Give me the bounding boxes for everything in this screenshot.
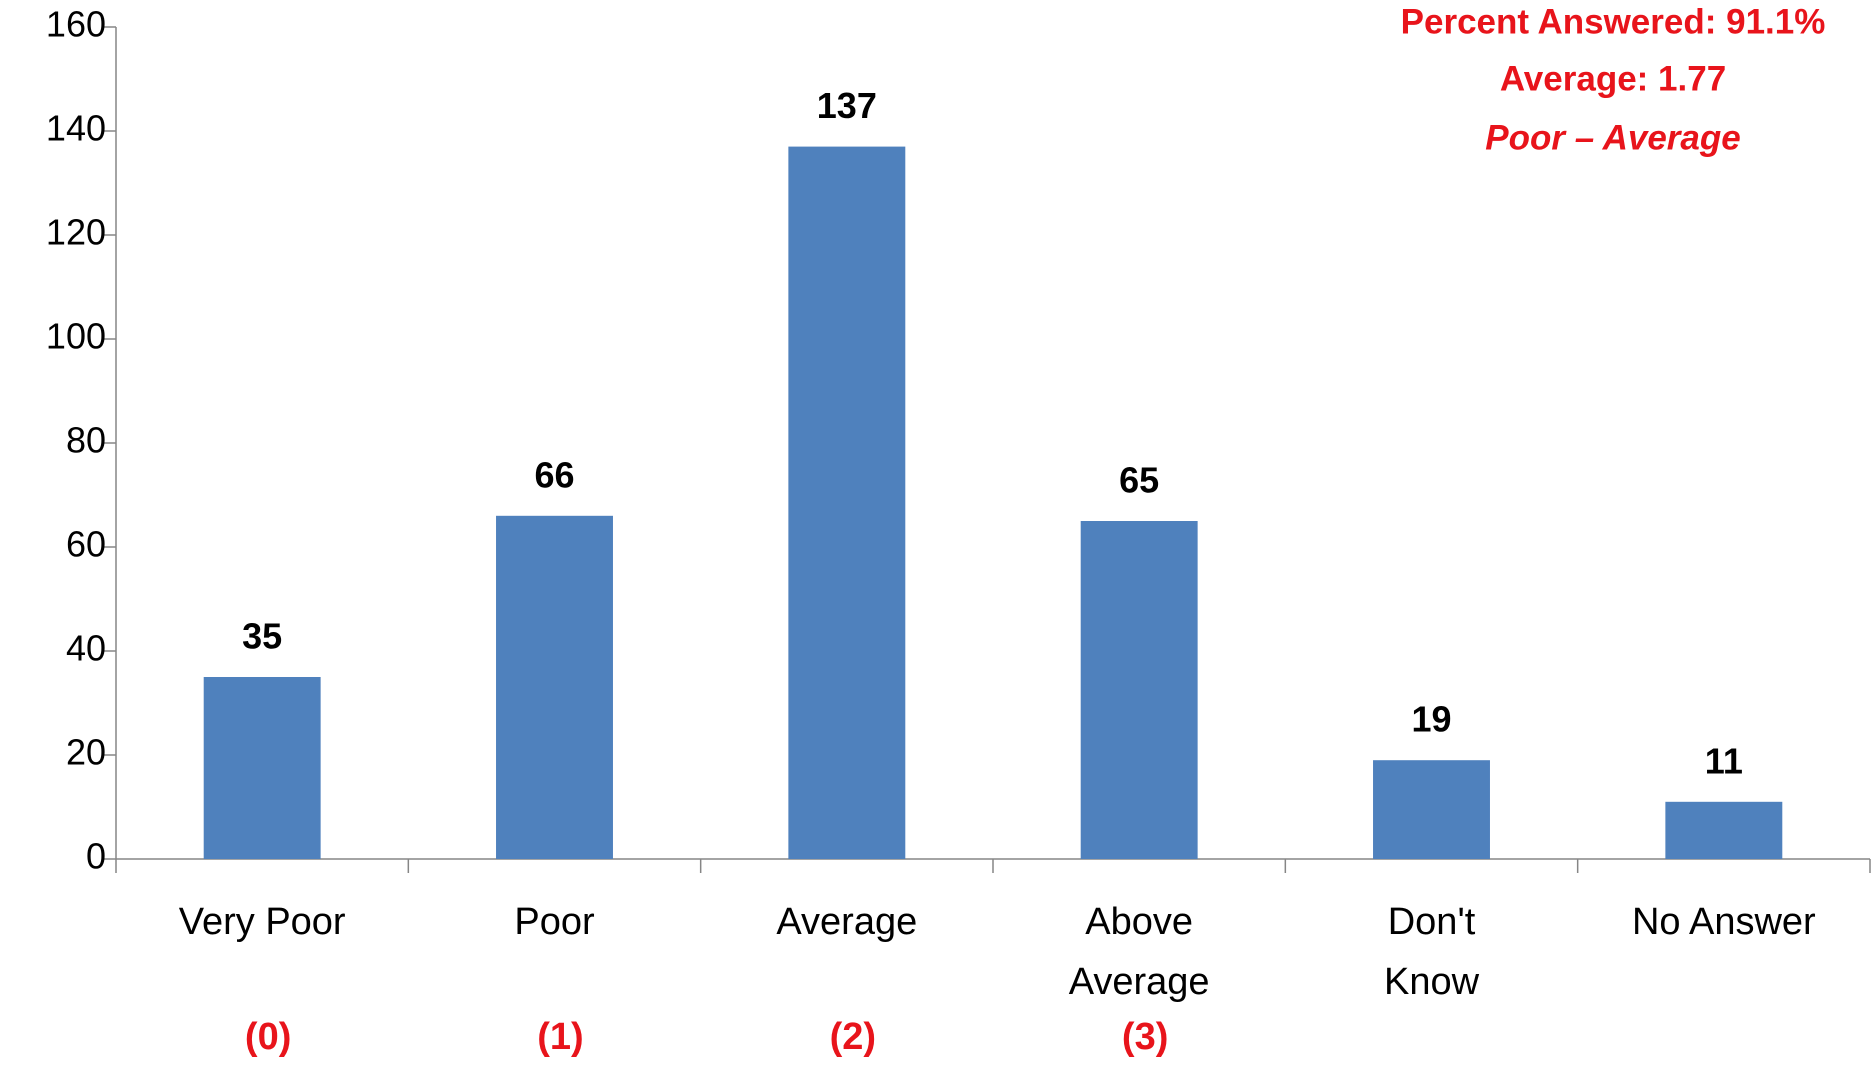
value-label: 35 (242, 616, 282, 657)
annotation: Average: 1.77 (1500, 59, 1726, 98)
y-tick-label: 140 (46, 108, 106, 149)
category-code: (3) (1121, 1016, 1169, 1058)
y-tick-label: 100 (46, 316, 106, 357)
value-label: 65 (1119, 460, 1159, 501)
value-label: 19 (1411, 699, 1451, 740)
x-tick-label: Above Average (1068, 901, 1210, 1003)
y-tick-label: 120 (46, 212, 106, 253)
x-tick-label: Very Poor (178, 901, 346, 943)
category-code: (2) (829, 1016, 877, 1058)
bar (1373, 760, 1490, 859)
annotation: Percent Answered: 91.1% (1401, 2, 1826, 41)
bar (1665, 801, 1783, 859)
y-tick-label: 20 (66, 732, 106, 773)
y-tick-label: 60 (66, 524, 106, 565)
value-label: 11 (1705, 740, 1743, 781)
bar (203, 677, 321, 859)
bar (496, 515, 613, 859)
x-tick-label: Average (776, 901, 918, 943)
value-label: 137 (817, 85, 877, 126)
y-tick-label: 160 (46, 4, 106, 45)
x-tick-label: Poor (514, 901, 595, 943)
bar (1080, 521, 1198, 859)
y-tick-label: 80 (66, 420, 106, 461)
value-label: 66 (534, 454, 574, 495)
y-tick-label: 0 (86, 836, 106, 877)
annotation: Poor – Average (1485, 118, 1740, 157)
category-code: (1) (537, 1016, 584, 1058)
y-tick-label: 40 (66, 628, 106, 669)
x-tick-label: No Answer (1631, 901, 1816, 943)
x-tick-label: Don't Know (1383, 901, 1480, 1003)
bar (788, 146, 906, 860)
category-code: (0) (244, 1016, 292, 1058)
